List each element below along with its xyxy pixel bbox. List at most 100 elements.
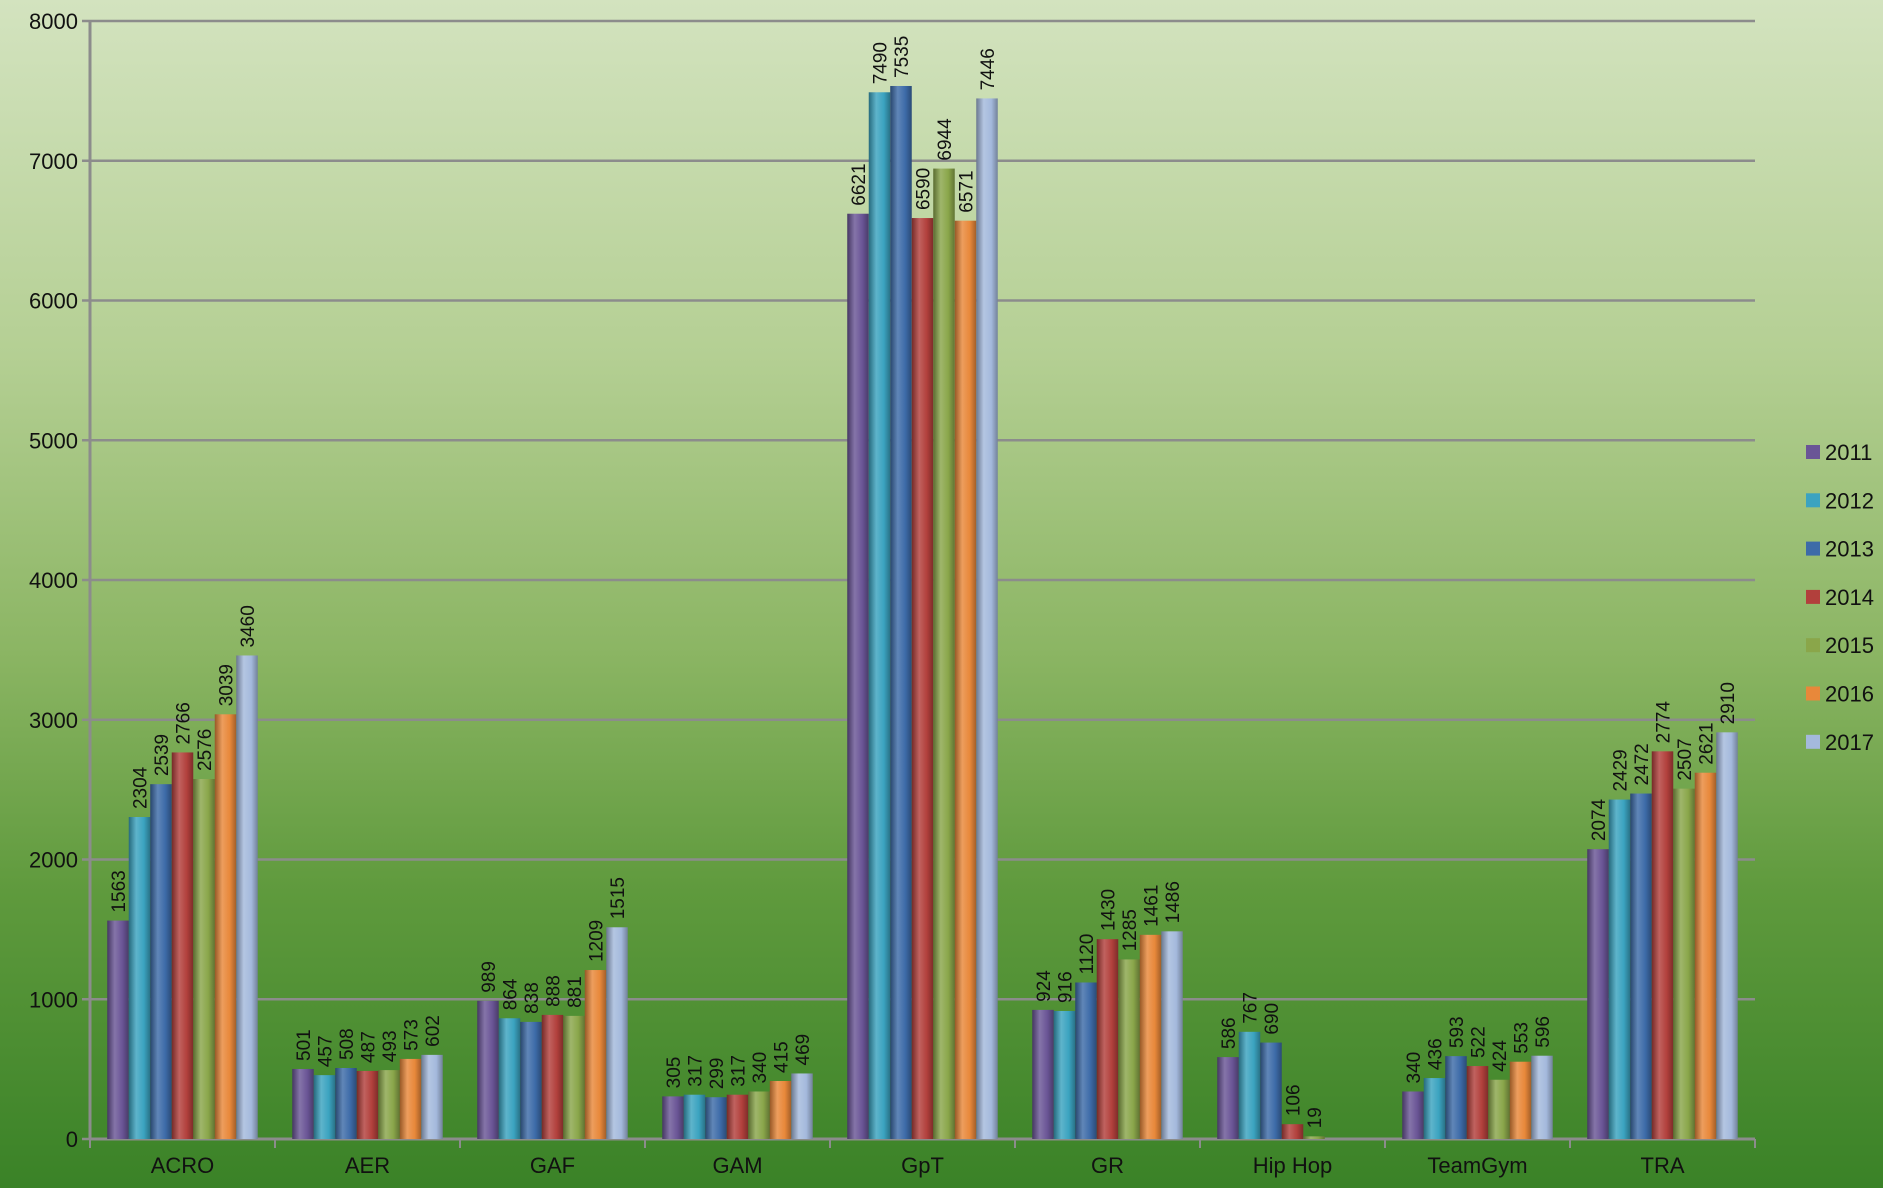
bar [1281, 1124, 1304, 1139]
data-label: 1285 [1120, 909, 1141, 951]
x-category-label: GAM [712, 1153, 762, 1178]
data-label: 493 [380, 1030, 401, 1062]
bar [726, 1094, 749, 1139]
legend-label: 2012 [1825, 488, 1874, 513]
data-label: 487 [359, 1031, 380, 1063]
bar [1445, 1056, 1467, 1139]
bar [933, 168, 955, 1140]
data-label: 424 [1490, 1040, 1511, 1072]
bar [520, 1021, 542, 1139]
data-label: 1563 [109, 870, 130, 912]
data-label: 2621 [1697, 722, 1718, 764]
data-label: 553 [1512, 1022, 1533, 1054]
data-label: 19 [1305, 1107, 1326, 1128]
bar [107, 920, 129, 1139]
data-label: 864 [501, 978, 522, 1010]
bar [911, 218, 934, 1140]
data-label: 1209 [587, 920, 608, 962]
bar [1260, 1042, 1282, 1139]
legend-label: 2011 [1825, 440, 1872, 465]
x-category-label: GAF [530, 1153, 575, 1178]
legend-swatch [1806, 445, 1820, 459]
data-label: 2429 [1611, 749, 1632, 791]
bar [1630, 793, 1652, 1139]
bar [1238, 1031, 1261, 1139]
data-label: 2766 [174, 702, 195, 744]
data-label: 340 [1404, 1052, 1425, 1084]
bar [378, 1070, 400, 1139]
bar [356, 1070, 379, 1139]
data-label: 6590 [914, 168, 935, 210]
legend: 2011 2012 2013 2014 2015 2016 2017 [1806, 440, 1874, 755]
bar [292, 1068, 314, 1139]
bar [662, 1096, 684, 1139]
y-tick-label: 1000 [29, 987, 78, 1012]
data-label: 469 [793, 1034, 814, 1066]
bar [128, 817, 151, 1139]
bar [498, 1018, 521, 1139]
data-label: 7535 [892, 36, 913, 78]
data-label: 2576 [195, 729, 216, 771]
bar [563, 1015, 585, 1139]
y-tick-label: 7000 [29, 149, 78, 174]
y-tick-label: 6000 [29, 289, 78, 314]
bar [868, 92, 891, 1140]
data-label: 593 [1447, 1016, 1468, 1048]
bar [1423, 1078, 1446, 1139]
data-label: 508 [337, 1028, 358, 1060]
y-tick-label: 8000 [29, 9, 78, 34]
bar [1651, 751, 1674, 1139]
legend-label: 2015 [1825, 633, 1874, 658]
data-label: 2074 [1589, 798, 1610, 841]
data-label: 1486 [1163, 881, 1184, 923]
legend-swatch [1806, 589, 1820, 604]
legend-swatch [1806, 734, 1820, 749]
bar [683, 1094, 706, 1139]
data-label: 2910 [1718, 682, 1739, 724]
y-tick-label: 0 [66, 1127, 78, 1152]
data-label: 305 [664, 1057, 685, 1089]
bar [236, 655, 258, 1139]
bar [541, 1014, 564, 1139]
bar [150, 784, 172, 1139]
bar [214, 714, 237, 1139]
data-label: 436 [1426, 1038, 1447, 1070]
legend-swatch [1806, 541, 1820, 556]
x-category-label: ACRO [151, 1153, 215, 1178]
data-label: 340 [750, 1052, 771, 1084]
data-label: 1120 [1077, 934, 1098, 975]
x-category-label: GR [1091, 1153, 1124, 1178]
bar [1608, 799, 1631, 1139]
data-label: 989 [479, 961, 500, 993]
data-label: 7490 [871, 42, 892, 84]
data-label: 6621 [849, 163, 870, 205]
bar [1096, 939, 1119, 1139]
data-label: 317 [686, 1055, 707, 1087]
data-label: 916 [1056, 971, 1077, 1003]
data-label: 881 [565, 976, 586, 1008]
legend-swatch [1806, 686, 1820, 701]
y-tick-label: 4000 [29, 568, 78, 593]
bar [584, 970, 607, 1139]
x-category-label: TRA [1641, 1153, 1685, 1178]
bars [107, 85, 1738, 1140]
data-label: 1461 [1142, 885, 1163, 927]
bar [1466, 1066, 1489, 1139]
bar [1673, 788, 1695, 1139]
bar [1488, 1079, 1510, 1139]
data-label: 596 [1533, 1016, 1554, 1048]
data-label: 690 [1262, 1003, 1283, 1035]
data-label: 6944 [935, 118, 956, 161]
data-label: 2539 [152, 734, 173, 776]
data-label: 3460 [238, 605, 259, 647]
data-label: 838 [522, 982, 543, 1014]
data-label: 7446 [978, 48, 999, 90]
bar [976, 98, 998, 1139]
bar [1161, 931, 1183, 1139]
bar [1118, 959, 1140, 1139]
data-label: 106 [1284, 1084, 1305, 1116]
bar [1587, 849, 1609, 1139]
data-label: 573 [402, 1019, 423, 1051]
bar [1139, 934, 1162, 1139]
